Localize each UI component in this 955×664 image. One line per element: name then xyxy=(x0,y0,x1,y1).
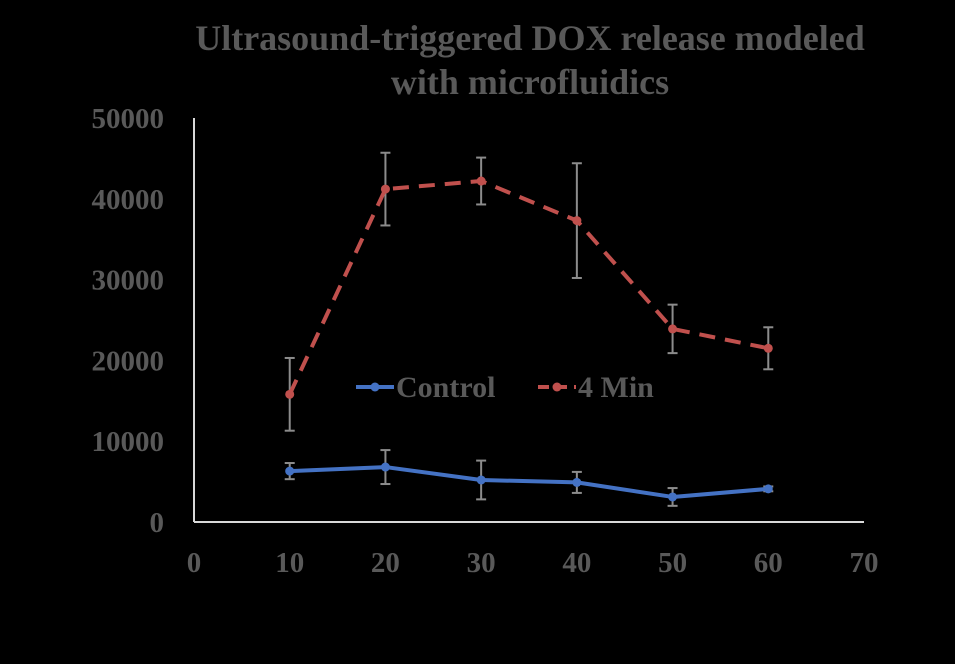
y-axis-ticks: 0 10000 20000 30000 40000 50000 xyxy=(92,103,165,539)
x-axis-ticks: 0 10 20 30 40 50 60 70 xyxy=(187,547,879,579)
x-tick-label: 70 xyxy=(850,547,879,579)
series-control xyxy=(284,449,774,507)
legend-swatch-marker xyxy=(552,382,562,392)
chart-title-line-2: with microfluidics xyxy=(390,62,670,102)
data-point xyxy=(763,343,773,353)
legend-label: 4 Min xyxy=(578,371,654,404)
data-point xyxy=(380,184,390,194)
y-tick-label: 50000 xyxy=(92,103,165,135)
series-layer xyxy=(284,151,774,507)
x-tick-label: 40 xyxy=(562,547,591,579)
data-point xyxy=(668,324,678,334)
x-tick-label: 60 xyxy=(754,547,783,579)
chart-title-line-1: Ultrasound-triggered DOX release modeled xyxy=(195,18,865,58)
data-point xyxy=(380,462,390,472)
data-point xyxy=(572,477,582,487)
data-point xyxy=(285,466,295,476)
legend: Control 4 Min xyxy=(356,371,654,404)
y-tick-label: 20000 xyxy=(92,345,165,377)
series-line xyxy=(289,465,769,499)
x-tick-label: 20 xyxy=(371,547,400,579)
data-point xyxy=(476,176,486,186)
data-point xyxy=(763,484,773,494)
legend-swatch-marker xyxy=(370,382,380,392)
x-tick-label: 30 xyxy=(467,547,496,579)
x-tick-label: 0 xyxy=(187,547,202,579)
chart-title: Ultrasound-triggered DOX release modeled… xyxy=(0,16,955,104)
x-tick-label: 10 xyxy=(275,547,304,579)
y-tick-label: 30000 xyxy=(92,265,165,297)
series-line xyxy=(287,179,769,396)
legend-label: Control xyxy=(396,371,495,404)
y-tick-label: 10000 xyxy=(92,426,165,458)
series-4-min xyxy=(284,151,774,432)
x-tick-label: 50 xyxy=(658,547,687,579)
data-point xyxy=(668,492,678,502)
axes xyxy=(193,118,864,523)
data-point xyxy=(476,475,486,485)
data-point xyxy=(572,216,582,226)
data-point xyxy=(285,389,295,399)
y-tick-label: 40000 xyxy=(92,184,165,216)
y-tick-label: 0 xyxy=(150,507,165,539)
